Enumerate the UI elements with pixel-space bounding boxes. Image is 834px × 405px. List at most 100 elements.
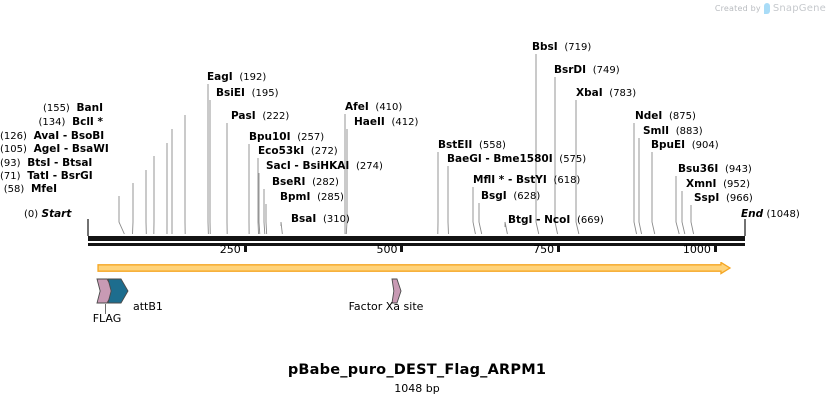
- enzyme-position: (669): [576, 215, 604, 226]
- enzyme-position: (126): [0, 131, 27, 142]
- enzyme-label[interactable]: PasI (222): [231, 110, 289, 122]
- enzyme-label[interactable]: (93) BtsI - BtsaI: [0, 157, 92, 169]
- enzyme-label[interactable]: BsaI (310): [291, 213, 350, 225]
- enzyme-name: XbaI: [576, 87, 603, 99]
- enzyme-leader-line: [265, 204, 268, 235]
- enzyme-position: (71): [0, 171, 21, 182]
- enzyme-label[interactable]: BbsI (719): [532, 41, 591, 53]
- enzyme-label[interactable]: BpuEI (904): [651, 139, 719, 151]
- enzyme-position: (875): [669, 111, 696, 122]
- enzyme-leader-line: [681, 191, 686, 235]
- start-text: Start: [41, 208, 72, 220]
- enzyme-leader-line: [575, 100, 580, 235]
- enzyme-label[interactable]: XmnI (952): [686, 178, 750, 190]
- enzyme-position: (222): [262, 111, 290, 122]
- enzyme-label[interactable]: Bsu36I (943): [678, 163, 752, 175]
- credit-prefix: Created by: [714, 4, 761, 13]
- feature-arrow-shape: [391, 278, 402, 304]
- ruler-tick-label: 500: [376, 243, 398, 256]
- enzyme-name: SmlI: [643, 125, 670, 137]
- ruler-tick: [713, 243, 717, 252]
- enzyme-position: (155): [42, 103, 70, 114]
- feature-label: Factor Xa site: [348, 300, 424, 313]
- enzyme-label[interactable]: EagI (192): [207, 71, 266, 83]
- enzyme-position: (285): [317, 192, 344, 203]
- end-text: End: [741, 208, 764, 220]
- enzyme-label[interactable]: (105) AgeI - BsaWI: [0, 143, 109, 155]
- enzyme-name: HaeII: [354, 116, 385, 128]
- enzyme-label[interactable]: XbaI (783): [576, 87, 636, 99]
- enzyme-name: AgeI - BsaWI: [33, 143, 109, 155]
- feature-arrow[interactable]: [391, 278, 402, 304]
- enzyme-label[interactable]: BtgI - NcoI (669): [508, 214, 604, 226]
- enzyme-label[interactable]: (71) TatI - BsrGI: [0, 170, 93, 182]
- ruler-tick-label: 1000: [682, 243, 711, 256]
- enzyme-name: NdeI: [635, 110, 663, 122]
- enzyme-leader-line: [690, 205, 695, 235]
- ruler-tick-label: 750: [533, 243, 555, 256]
- feature-label: FLAG: [92, 312, 122, 325]
- enzyme-leader-line: [478, 203, 483, 235]
- enzyme-position: (410): [375, 102, 403, 113]
- enzyme-label[interactable]: SacI - BsiHKAI (274): [266, 160, 383, 172]
- enzyme-position: (558): [478, 140, 506, 151]
- enzyme-name: EagI: [207, 71, 233, 83]
- enzyme-label[interactable]: Bpu10I (257): [249, 131, 324, 143]
- enzyme-label[interactable]: SmlI (883): [643, 125, 703, 137]
- enzyme-leader-line: [535, 54, 540, 235]
- enzyme-label[interactable]: BaeGI - Bme1580I (575): [447, 153, 586, 165]
- snapgene-credit: Created by SnapGene: [715, 3, 826, 14]
- enzyme-label[interactable]: (134) BclI *: [0, 116, 103, 128]
- enzyme-label[interactable]: NdeI (875): [635, 110, 696, 122]
- enzyme-label[interactable]: Eco53kI (272): [258, 145, 338, 157]
- orf-arrow-shape: [97, 262, 732, 275]
- enzyme-label[interactable]: (126) AvaI - BsoBI: [0, 130, 104, 142]
- enzyme-leader-line: [633, 123, 637, 235]
- enzyme-label[interactable]: AfeI (410): [345, 101, 402, 113]
- enzyme-label[interactable]: BpmI (285): [280, 191, 344, 203]
- plasmid-length: 1048 bp: [394, 382, 440, 395]
- ruler-tick-label: 250: [219, 243, 241, 256]
- enzyme-leader-line: [263, 189, 266, 235]
- enzyme-position: (310): [322, 214, 350, 225]
- enzyme-name: BpmI: [280, 191, 311, 203]
- enzyme-name: SacI - BsiHKAI: [266, 160, 350, 172]
- enzyme-position: (282): [312, 177, 339, 188]
- enzyme-label[interactable]: MflI * - BstYI (618): [473, 174, 580, 186]
- enzyme-leader-line: [258, 173, 261, 235]
- enzyme-name: MflI * - BstYI: [473, 174, 547, 186]
- enzyme-name: BstEII: [438, 139, 473, 151]
- ruler-tick: [243, 243, 247, 252]
- enzyme-label[interactable]: HaeII (412): [354, 116, 418, 128]
- plasmid-title: pBabe_puro_DEST_Flag_ARPM1: [287, 362, 547, 378]
- enzyme-name: BtsI - BtsaI: [27, 157, 93, 169]
- enzyme-label[interactable]: BsiEI (195): [216, 87, 279, 99]
- enzyme-label[interactable]: (155) BanI: [0, 102, 103, 114]
- enzyme-position: (943): [724, 164, 752, 175]
- enzyme-name: BpuEI: [651, 139, 686, 151]
- feature-label: attB1: [133, 300, 163, 313]
- snapgene-leaf-icon: [763, 3, 770, 14]
- enzyme-label[interactable]: SspI (966): [694, 192, 753, 204]
- enzyme-leader-line: [280, 221, 283, 235]
- enzyme-name: AfeI: [345, 101, 369, 113]
- enzyme-position: (966): [725, 193, 753, 204]
- enzyme-position: (628): [513, 191, 541, 202]
- enzyme-label[interactable]: BsgI (628): [481, 190, 540, 202]
- ruler-track: [88, 243, 745, 246]
- enzyme-label[interactable]: (58) MfeI: [0, 183, 57, 195]
- enzyme-position: (272): [310, 146, 338, 157]
- enzyme-label[interactable]: BsrDI (749): [554, 64, 620, 76]
- enzyme-label[interactable]: BseRI (282): [272, 176, 339, 188]
- enzyme-name: XmnI: [686, 178, 717, 190]
- feature-arrow-shape: [107, 278, 129, 304]
- sequence-backbone: [88, 236, 745, 241]
- enzyme-position: (134): [38, 117, 66, 128]
- title-block: pBabe_puro_DEST_Flag_ARPM1 1048 bp: [0, 362, 834, 395]
- enzyme-label[interactable]: BstEII (558): [438, 139, 506, 151]
- enzyme-position: (257): [297, 132, 325, 143]
- feature-arrow[interactable]: [107, 278, 129, 304]
- snapgene-brand: SnapGene: [772, 3, 826, 14]
